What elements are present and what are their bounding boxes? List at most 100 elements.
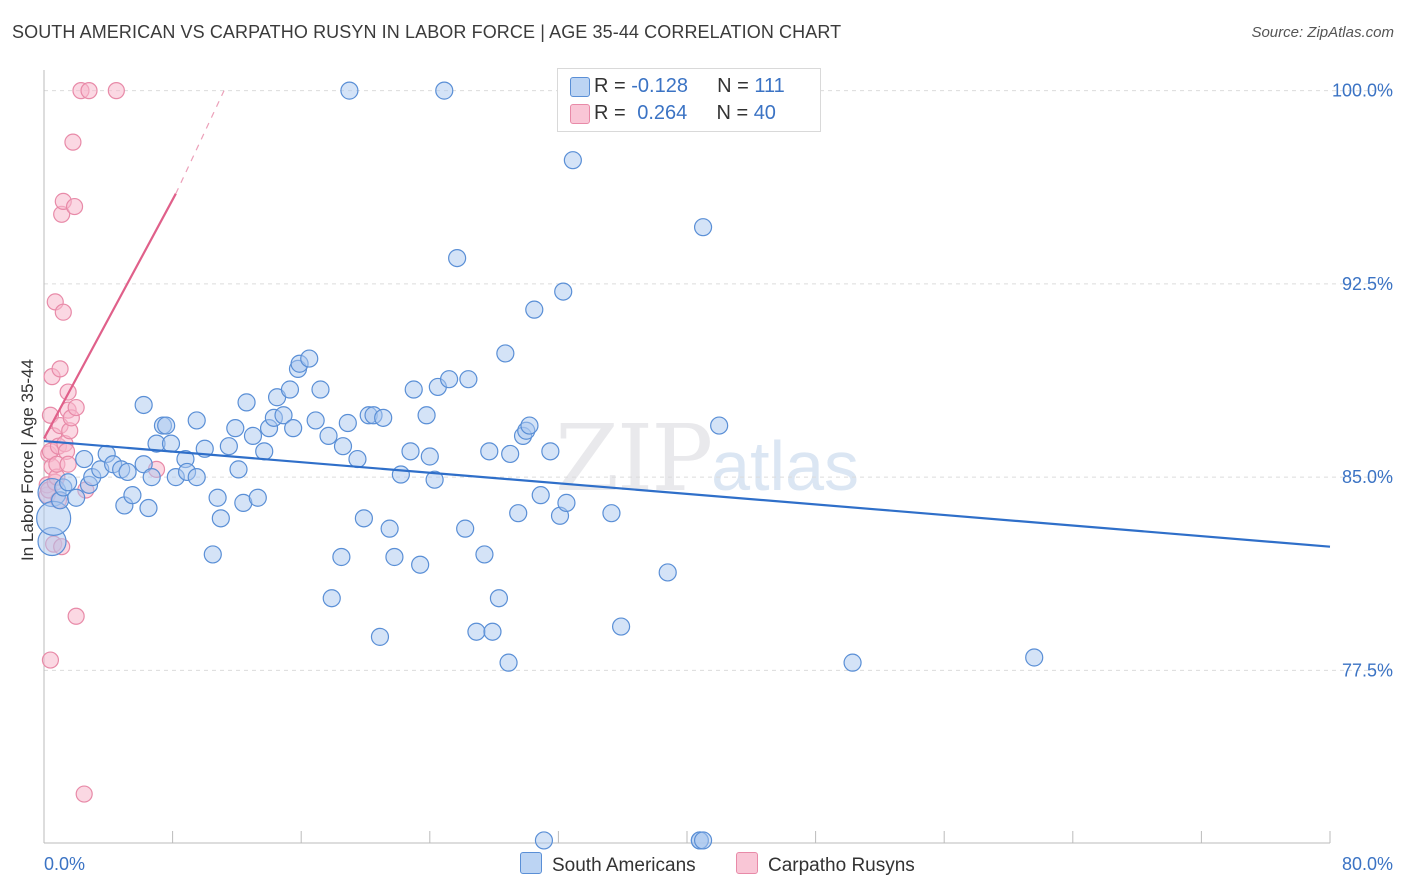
trend-lines [43,90,1331,548]
data-point-south-american [300,349,319,368]
data-point-south-american [541,442,560,461]
data-point-south-american [142,468,161,487]
data-point-south-american [370,627,390,646]
data-point-south-american [531,486,550,505]
legend-row-blue: R = -0.128 N = 111 [570,75,785,99]
data-point-south-american [255,442,274,461]
legend-swatch-blue [520,852,542,874]
y-tick-label: 100.0% [1332,81,1393,101]
data-point-south-american [134,395,153,415]
data-point-south-american [496,344,515,363]
data-point-south-american [306,411,325,430]
trend-line-carpatho-rusyn [43,193,177,439]
data-point-carpatho-rusyn [59,455,77,473]
data-point-south-american [489,589,509,608]
n-value-pink: 40 [753,102,776,124]
data-point-south-american [554,282,573,301]
data-point-carpatho-rusyn [75,785,93,803]
data-point-south-american [658,563,677,582]
x-tick-label-max: 80.0% [1342,854,1393,874]
data-point-south-american [693,831,713,850]
data-point-south-american [509,504,528,523]
correlation-legend: R = -0.128 N = 111 R = 0.264 N = 40 [557,68,821,132]
data-point-south-american [404,380,423,399]
data-point-south-american [501,444,520,464]
data-point-carpatho-rusyn [41,651,60,669]
trend-line-carpatho-rusyn-extension [175,90,225,194]
data-point-carpatho-rusyn [107,82,125,100]
data-point-carpatho-rusyn [54,303,72,321]
data-point-south-american [237,393,256,412]
data-point-south-american [59,473,78,492]
data-point-south-american [322,589,341,608]
data-point-south-american [475,545,494,564]
data-point-south-american [439,370,459,389]
data-point-south-american [280,380,300,399]
data-point-south-american [480,442,499,461]
r-value-blue: -0.128 [631,75,688,97]
legend-label-pink: Carpatho Rusyns [768,855,915,876]
data-point-south-american [499,653,518,672]
data-point-south-american [1025,648,1044,667]
data-point-south-american [459,370,478,389]
data-point-south-american [843,653,862,672]
legend-label-blue: South Americans [552,855,696,876]
data-point-south-american [467,622,486,641]
data-point-south-american [710,416,729,435]
r-label: R = [594,75,632,97]
data-point-south-american [354,509,373,528]
data-point-south-american [203,545,222,564]
y-tick-label: 77.5% [1342,660,1393,680]
data-point-south-american [229,460,248,479]
data-point-south-american [411,555,430,574]
data-point-south-american [525,300,544,319]
data-point-south-american [187,468,206,487]
legend-swatch-pink [736,852,758,874]
data-point-south-american [380,519,399,538]
data-point-south-american [134,455,153,474]
data-point-south-american [187,411,206,430]
data-point-south-american [456,519,475,538]
data-point-south-american [340,81,359,100]
data-point-south-american [448,248,467,268]
x-tick-label-min: 0.0% [44,854,85,874]
data-point-south-american [139,498,158,518]
watermark-atlas: atlas [711,427,860,505]
n-value-blue: 111 [754,75,785,97]
legend-row-pink: R = 0.264 N = 40 [570,102,776,126]
data-point-south-american [417,406,436,425]
data-point-south-american [219,437,238,456]
data-point-carpatho-rusyn [65,197,84,216]
data-point-south-american [311,380,330,399]
data-point-south-american [391,465,410,484]
series-legend-pink: Carpatho Rusyns [736,852,915,877]
data-point-south-american [208,488,227,507]
data-point-carpatho-rusyn [64,133,82,151]
n-label: N = [716,102,754,124]
data-point-south-american [161,434,181,453]
tick-labels: 77.5% 85.0% 92.5% 100.0% 0.0% 80.0% [44,81,1393,874]
data-point-south-american [611,617,631,636]
r-label: R = [594,102,632,124]
pink-swatch [570,104,590,124]
data-point-south-american [157,416,176,435]
data-point-south-american [319,426,338,445]
data-point-south-american [401,442,420,461]
data-point-south-american [332,547,351,567]
data-point-south-american [374,408,393,427]
source-credit: Source: ZipAtlas.com [1251,24,1394,41]
data-point-carpatho-rusyn [67,398,85,417]
blue-swatch [570,77,590,97]
data-point-south-american [385,547,404,567]
y-tick-label: 85.0% [1342,467,1393,487]
data-point-south-american [483,622,502,641]
data-point-south-american [520,416,539,435]
data-point-south-american [75,449,94,469]
data-point-south-american [420,447,439,466]
data-point-south-american [563,151,582,170]
chart-title: SOUTH AMERICAN VS CARPATHO RUSYN IN LABO… [12,22,842,42]
data-point-south-american [602,504,621,523]
data-point-carpatho-rusyn [51,360,69,378]
data-point-south-american [226,419,245,438]
